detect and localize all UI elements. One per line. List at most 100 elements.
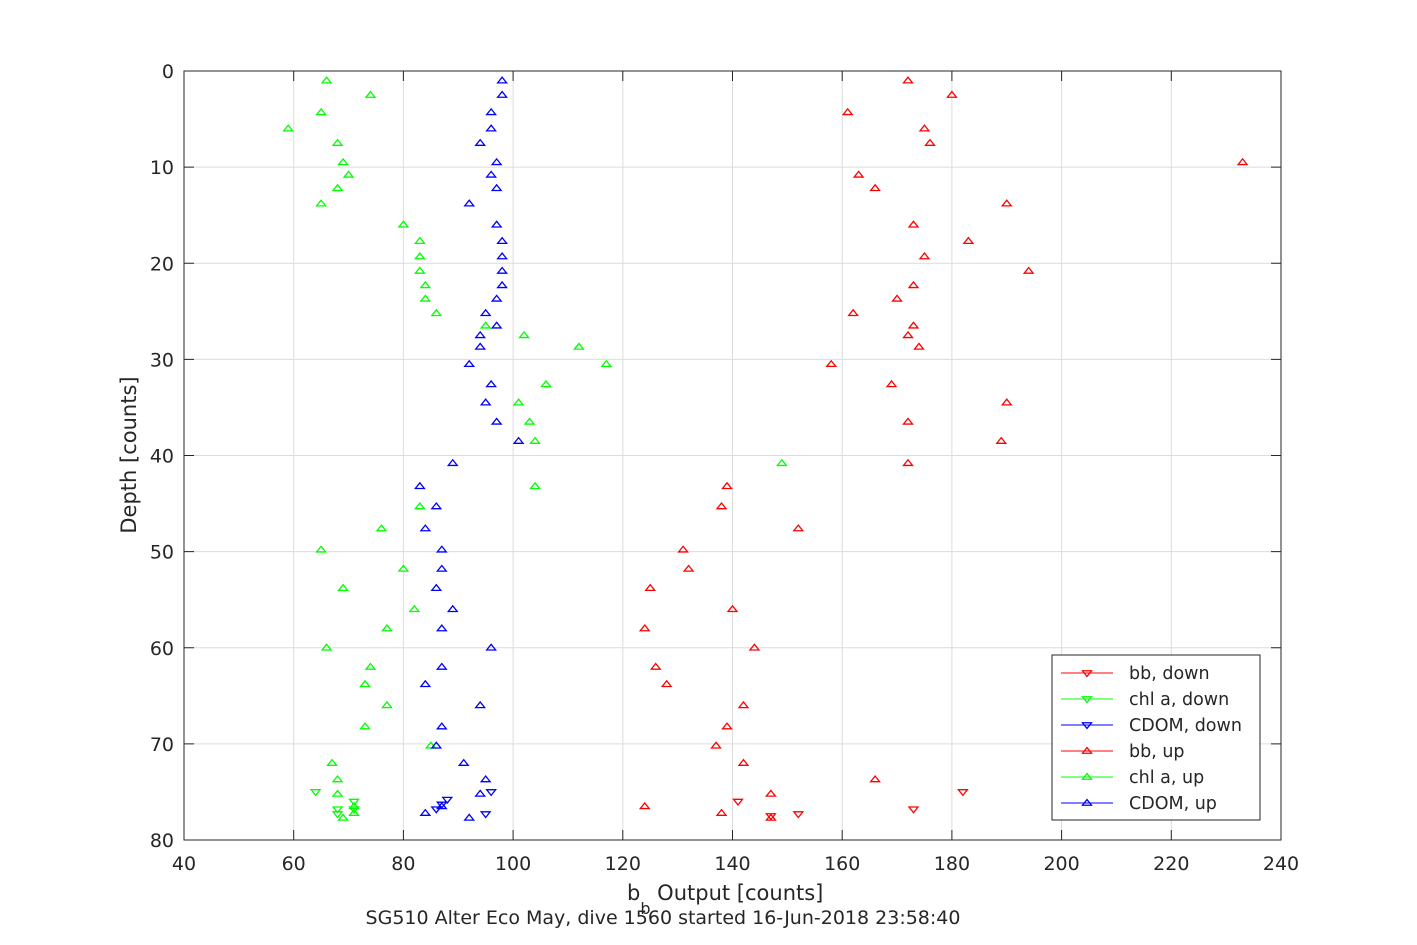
data-point-marker bbox=[1000, 199, 1013, 207]
y-tick-label: 0 bbox=[162, 61, 174, 83]
x-axis-ticks: 40 60 80 100 120 140 160 180 200 220 240 bbox=[172, 71, 1299, 875]
data-point-marker bbox=[337, 583, 349, 592]
data-point-marker bbox=[315, 199, 327, 207]
x-tick-label: 100 bbox=[495, 853, 531, 875]
x-tick-label: 120 bbox=[605, 853, 641, 875]
series-1 bbox=[309, 789, 360, 819]
data-point-marker bbox=[907, 280, 920, 289]
data-point-marker bbox=[463, 813, 476, 821]
data-point-marker bbox=[474, 330, 487, 339]
data-point-marker bbox=[424, 741, 437, 749]
data-point-marker bbox=[721, 481, 733, 490]
data-point-marker bbox=[600, 359, 613, 368]
series-5 bbox=[414, 76, 525, 821]
data-point-marker bbox=[490, 157, 503, 166]
data-point-marker bbox=[479, 774, 492, 783]
data-point-marker bbox=[397, 564, 410, 572]
data-point-marker bbox=[907, 220, 920, 228]
data-point-marker bbox=[435, 722, 448, 730]
data-point-marker bbox=[474, 789, 487, 797]
data-point-marker bbox=[710, 741, 722, 749]
data-point-marker bbox=[902, 417, 914, 425]
legend-marker bbox=[1081, 722, 1093, 730]
data-point-marker bbox=[490, 183, 503, 192]
x-tick-label: 180 bbox=[934, 853, 970, 875]
data-point-marker bbox=[638, 624, 651, 632]
data-point-marker bbox=[320, 76, 333, 84]
legend-marker bbox=[1081, 696, 1093, 704]
data-point-marker bbox=[419, 294, 432, 302]
x-axis-label-subscript: b bbox=[640, 899, 650, 918]
data-point-marker bbox=[331, 806, 344, 814]
data-point-marker bbox=[792, 524, 805, 532]
data-point-marker bbox=[397, 220, 410, 228]
data-point-marker bbox=[726, 604, 739, 613]
y-axis-ticks: 0 10 20 30 40 50 60 70 80 bbox=[150, 61, 1281, 852]
data-point-marker bbox=[419, 679, 432, 688]
legend-box bbox=[1051, 654, 1261, 821]
data-point-marker bbox=[891, 294, 903, 302]
data-point-marker bbox=[638, 801, 651, 810]
data-point-marker bbox=[902, 458, 914, 467]
legend-entry: chl a, up bbox=[1061, 768, 1204, 788]
y-tick-label: 20 bbox=[150, 253, 174, 275]
data-point-marker bbox=[512, 436, 525, 444]
data-point-marker bbox=[765, 813, 777, 821]
legend-label: chl a, up bbox=[1129, 768, 1204, 788]
data-point-marker bbox=[375, 524, 388, 532]
data-point-marker bbox=[414, 501, 426, 510]
data-point-marker bbox=[913, 342, 925, 350]
data-point-marker bbox=[490, 321, 503, 329]
x-tick-label: 80 bbox=[391, 853, 415, 875]
data-point-marker bbox=[485, 170, 498, 178]
data-point-marker bbox=[918, 124, 931, 132]
data-point-marker bbox=[496, 76, 508, 84]
y-tick-label: 80 bbox=[150, 830, 174, 852]
data-points bbox=[282, 76, 1249, 821]
data-point-marker bbox=[907, 806, 920, 814]
x-tick-label: 140 bbox=[714, 853, 750, 875]
data-point-marker bbox=[381, 624, 393, 632]
data-point-marker bbox=[485, 124, 498, 132]
data-point-marker bbox=[490, 294, 503, 302]
y-axis-label: Depth [counts] bbox=[117, 376, 141, 533]
data-point-marker bbox=[430, 501, 443, 510]
data-point-marker bbox=[573, 342, 585, 350]
data-point-marker bbox=[885, 379, 898, 388]
data-point-marker bbox=[435, 545, 448, 553]
data-point-marker bbox=[331, 774, 344, 783]
x-axis-label-rest: Output [counts] bbox=[651, 881, 824, 905]
data-point-marker bbox=[479, 321, 492, 329]
data-point-marker bbox=[918, 252, 931, 260]
data-point-marker bbox=[946, 90, 958, 98]
legend-entry: chl a, down bbox=[1061, 690, 1229, 710]
data-point-marker bbox=[474, 342, 487, 350]
data-point-marker bbox=[677, 545, 689, 553]
data-point-marker bbox=[364, 662, 377, 670]
legend-label: CDOM, down bbox=[1129, 716, 1242, 736]
data-point-marker bbox=[737, 758, 750, 766]
data-point-marker bbox=[315, 545, 327, 553]
data-point-marker bbox=[962, 236, 975, 245]
x-tick-label: 200 bbox=[1043, 853, 1079, 875]
data-point-marker bbox=[430, 583, 443, 592]
data-point-marker bbox=[776, 458, 788, 467]
data-point-marker bbox=[342, 170, 355, 178]
data-point-marker bbox=[348, 798, 360, 807]
y-tick-label: 60 bbox=[150, 638, 174, 660]
legend-marker bbox=[1081, 798, 1093, 806]
data-point-marker bbox=[435, 624, 448, 632]
legend-label: chl a, down bbox=[1129, 690, 1229, 710]
data-point-marker bbox=[474, 700, 487, 709]
data-point-marker bbox=[479, 308, 492, 317]
data-point-marker bbox=[430, 806, 443, 814]
data-point-marker bbox=[348, 801, 360, 810]
x-axis-label: bb Output [counts] bbox=[627, 881, 823, 918]
data-point-marker bbox=[419, 280, 432, 289]
x-axis-label-main: b bbox=[627, 881, 640, 905]
data-point-marker bbox=[282, 124, 295, 132]
data-point-marker bbox=[331, 811, 344, 819]
legend-marker bbox=[1081, 772, 1093, 780]
data-point-marker bbox=[496, 236, 508, 245]
